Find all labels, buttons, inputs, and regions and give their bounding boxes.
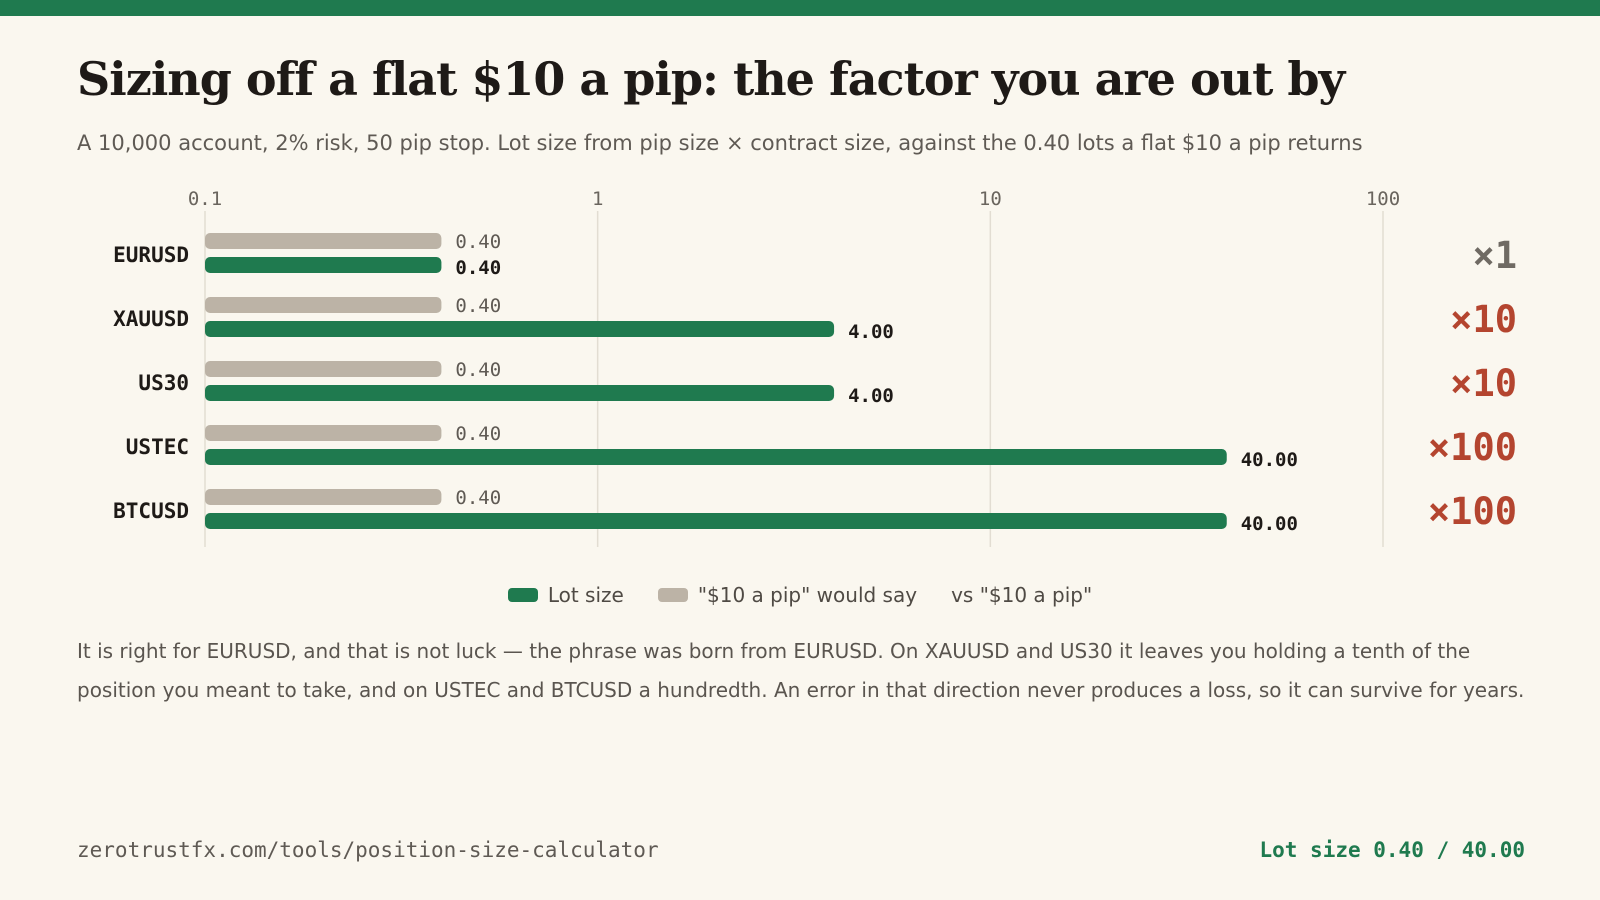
legend-item-factor: vs "$10 a pip" [951, 583, 1092, 607]
factor-label: ×1 [1472, 234, 1517, 277]
footer-lot-size-stat: Lot size 0.40 / 40.00 [1259, 838, 1525, 862]
factor-label: ×100 [1428, 426, 1517, 469]
lot-size-bar [205, 385, 835, 401]
lot-size-value-label: 4.00 [848, 321, 894, 343]
lot-size-value-label: 40.00 [1241, 449, 1298, 471]
legend-item-lot-size: Lot size [507, 583, 624, 607]
footer-url: zerotrustfx.com/tools/position-size-calc… [77, 838, 659, 862]
factor-label: ×100 [1428, 490, 1517, 533]
flat-rate-value-label: 0.40 [455, 359, 501, 381]
flat-rate-bar [205, 425, 442, 441]
category-label: EURUSD [113, 243, 189, 267]
factor-label: ×10 [1450, 298, 1517, 341]
flat-rate-value-label: 0.40 [455, 423, 501, 445]
flat-rate-bar [205, 297, 442, 313]
x-tick-label: 100 [1366, 188, 1400, 210]
legend-swatch-flat-rate [657, 588, 688, 602]
lot-size-bar [205, 321, 835, 337]
flat-rate-bar [205, 361, 442, 377]
category-label: XAUUSD [113, 307, 189, 331]
x-tick-label: 1 [592, 188, 603, 210]
category-label: BTCUSD [113, 499, 189, 523]
lot-size-value-label: 0.40 [455, 257, 501, 279]
x-tick-label: 0.1 [188, 188, 222, 210]
flat-rate-value-label: 0.40 [455, 487, 501, 509]
flat-rate-value-label: 0.40 [455, 231, 501, 253]
lot-size-bar [205, 257, 442, 273]
page-subtitle: A 10,000 account, 2% risk, 50 pip stop. … [77, 131, 1363, 155]
lot-size-chart: 0.1 1 10 100 EURUSD 0.40 0.40 ×1 XAUUSD 0.40 4.00 ×… [113, 188, 1517, 547]
legend-label-flat-rate: "$10 a pip" would say [697, 583, 918, 607]
lot-size-bar [205, 449, 1227, 465]
legend-item-flat-rate: "$10 a pip" would say [657, 583, 918, 607]
x-tick-label: 10 [979, 188, 1002, 210]
legend-label-lot-size: Lot size [547, 583, 624, 607]
legend-swatch-lot-size [507, 588, 538, 602]
factor-label: ×10 [1450, 362, 1517, 405]
category-label: US30 [138, 371, 189, 395]
flat-rate-value-label: 0.40 [455, 295, 501, 317]
legend-label-factor: vs "$10 a pip" [951, 583, 1093, 607]
lot-size-value-label: 4.00 [848, 385, 894, 407]
lot-size-bar [205, 513, 1227, 529]
category-label: USTEC [126, 435, 189, 459]
explanation-note: It is right for EURUSD, and that is not … [77, 639, 1525, 702]
chart-legend: Lot size "$10 a pip" would say vs "$10 a… [0, 583, 1600, 607]
flat-rate-bar [205, 233, 442, 249]
flat-rate-bar [205, 489, 442, 505]
lot-size-value-label: 40.00 [1241, 513, 1298, 535]
page-title: Sizing off a flat $10 a pip: the factor … [77, 52, 1345, 106]
top-accent-bar [0, 0, 1600, 16]
